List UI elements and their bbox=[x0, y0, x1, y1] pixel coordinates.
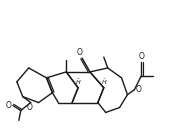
Text: O: O bbox=[76, 48, 82, 57]
Text: $\bar{H}$: $\bar{H}$ bbox=[75, 78, 81, 87]
Text: O: O bbox=[5, 101, 11, 110]
Text: O: O bbox=[136, 85, 142, 94]
Text: O: O bbox=[27, 103, 33, 112]
Text: O: O bbox=[138, 52, 144, 61]
Text: $\bar{H}$: $\bar{H}$ bbox=[100, 78, 107, 87]
